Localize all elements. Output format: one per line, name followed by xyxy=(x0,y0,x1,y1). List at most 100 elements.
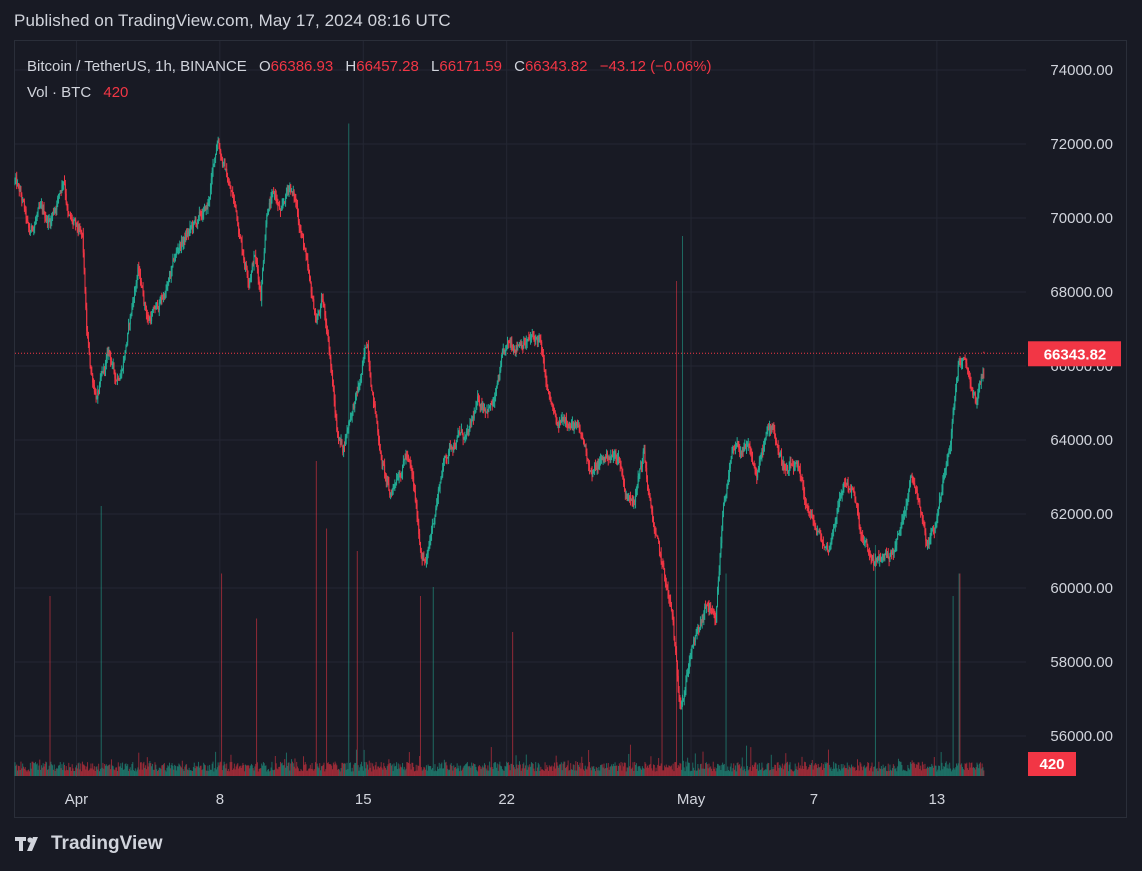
candle-body xyxy=(397,478,399,480)
volume-bar xyxy=(910,763,912,776)
volume-bar xyxy=(155,764,157,776)
candle-body xyxy=(557,423,559,425)
volume-bar xyxy=(262,765,264,776)
candle-body xyxy=(827,545,829,551)
volume-bar xyxy=(169,762,171,776)
candle-body xyxy=(478,396,480,401)
candle-body xyxy=(944,472,946,474)
volume-bar xyxy=(457,768,459,776)
candle-body xyxy=(489,407,491,409)
candle-body xyxy=(772,424,774,428)
volume-bar xyxy=(924,763,926,776)
volume-bar xyxy=(937,769,939,776)
candle-body xyxy=(654,531,656,533)
candle-body xyxy=(646,467,648,479)
volume-bar xyxy=(343,763,345,776)
candle-body xyxy=(551,402,553,407)
volume-bar xyxy=(491,766,493,776)
volume-bar xyxy=(789,762,791,776)
volume-bar xyxy=(534,771,536,776)
volume-bar xyxy=(118,766,120,776)
chart-frame[interactable] xyxy=(14,40,1127,818)
volume-bar xyxy=(852,766,854,776)
tradingview-logo[interactable]: TradingView xyxy=(15,833,163,855)
candle-body xyxy=(444,456,446,458)
volume-bar xyxy=(431,769,433,776)
volume-bar xyxy=(161,765,163,776)
candle-body xyxy=(126,342,128,347)
candle-body xyxy=(130,313,132,317)
volume-bar xyxy=(347,769,349,776)
volume-bar xyxy=(76,768,78,776)
volume-bar xyxy=(365,768,367,776)
candle-body xyxy=(289,185,291,188)
volume-bar xyxy=(967,768,969,776)
candle-body xyxy=(326,331,328,333)
candle-body xyxy=(851,487,853,490)
candle-body xyxy=(697,626,699,631)
volume-bar xyxy=(389,763,391,776)
volume-bar xyxy=(260,768,262,776)
candle-body xyxy=(833,527,835,530)
legend-open-value: 66386.93 xyxy=(270,58,334,75)
candle-body xyxy=(72,221,74,223)
candle-body xyxy=(145,303,147,309)
volume-bar xyxy=(676,281,678,776)
volume-bar xyxy=(617,771,619,776)
volume-bar xyxy=(356,551,358,776)
candle-body xyxy=(408,458,410,462)
volume-bar xyxy=(282,765,284,776)
volume-bar xyxy=(809,764,811,776)
volume-bar xyxy=(351,767,353,776)
volume-bar xyxy=(862,770,864,776)
volume-bar xyxy=(492,769,494,776)
candle-body xyxy=(831,532,833,542)
candle-body xyxy=(722,516,724,531)
volume-bar xyxy=(948,768,950,776)
volume-bar xyxy=(664,767,666,776)
candle-body xyxy=(249,279,251,284)
volume-bar xyxy=(395,765,397,776)
volume-bar xyxy=(94,770,96,776)
volume-bar xyxy=(617,765,619,776)
volume-bar xyxy=(676,767,678,776)
volume-bar xyxy=(60,768,62,776)
candle-body xyxy=(46,217,48,221)
candle-body xyxy=(641,458,643,467)
volume-bar xyxy=(930,766,932,776)
volume-bar xyxy=(273,769,275,776)
volume-bar xyxy=(480,769,482,776)
volume-bar xyxy=(827,749,829,776)
candle-body xyxy=(509,342,511,345)
volume-bar xyxy=(363,749,365,776)
candle-body xyxy=(692,646,694,648)
volume-bar xyxy=(850,768,852,776)
volume-bar xyxy=(571,769,573,776)
candle-body xyxy=(844,482,846,484)
volume-bar xyxy=(821,762,823,776)
volume-bar xyxy=(147,766,149,776)
candle-body xyxy=(556,423,558,425)
volume-bar xyxy=(619,765,621,776)
candle-body xyxy=(790,462,792,465)
candle-body xyxy=(125,346,127,351)
volume-bar xyxy=(310,768,312,776)
candle-body xyxy=(269,203,271,205)
candle-body xyxy=(667,587,669,595)
candle-body xyxy=(48,219,50,221)
volume-bar xyxy=(191,770,193,776)
candle-body xyxy=(176,249,178,252)
volume-bar xyxy=(766,764,768,776)
candle-body xyxy=(320,298,322,306)
candle-body xyxy=(466,431,468,435)
candle-body xyxy=(91,372,93,375)
candle-body xyxy=(14,179,16,181)
candle-body xyxy=(382,463,384,465)
volume-bar xyxy=(314,762,316,776)
candle-body xyxy=(447,457,449,459)
candle-body xyxy=(88,342,90,355)
candle-body xyxy=(954,396,956,408)
volume-bar xyxy=(125,763,127,776)
candle-body xyxy=(422,557,424,561)
